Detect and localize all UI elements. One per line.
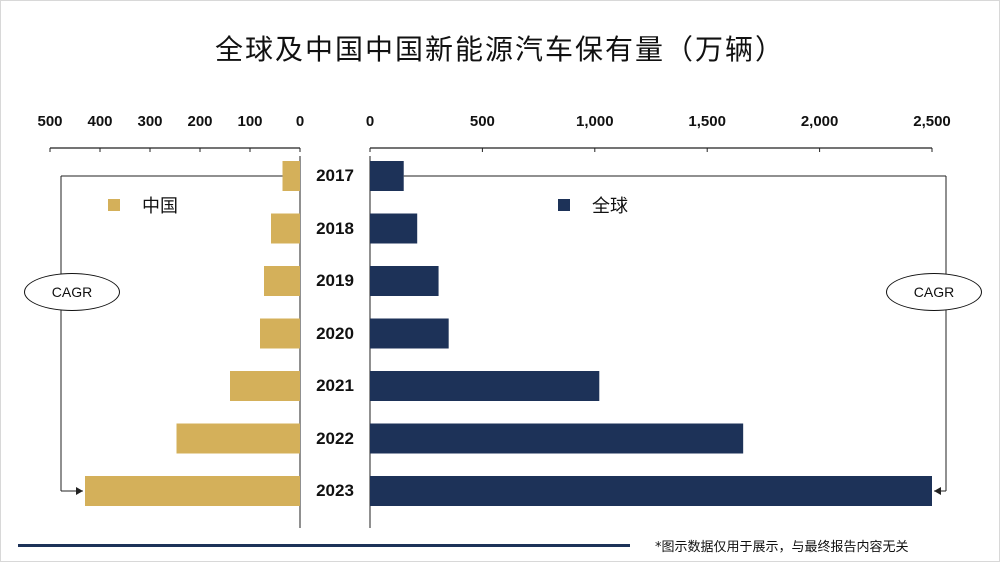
- bar-global-2017: [370, 161, 404, 191]
- right-axis-tick-label: 1,000: [576, 113, 614, 130]
- bar-global-2022: [370, 423, 744, 454]
- bar-china-2021: [230, 371, 300, 401]
- bar-global-2023: [370, 476, 932, 506]
- footnote: *图示数据仅用于展示，与最终报告内容无关: [655, 540, 909, 555]
- bar-global-2019: [370, 266, 439, 296]
- legend-global: 全球: [558, 192, 628, 218]
- legend-swatch-global: [558, 199, 570, 211]
- bar-china-2023: [85, 476, 300, 506]
- year-label: 2022: [316, 428, 354, 448]
- left-axis-tick-label: 400: [87, 113, 113, 130]
- left-axis-tick-label: 500: [37, 113, 63, 130]
- left-axis-tick-label: 200: [187, 113, 213, 130]
- legend-swatch-china: [108, 199, 120, 211]
- right-axis-tick-label: 500: [469, 113, 495, 130]
- footer-divider: [18, 544, 630, 547]
- legend-label-global: 全球: [592, 196, 628, 217]
- bar-global-2020: [370, 318, 449, 349]
- year-label: 2018: [316, 218, 354, 238]
- year-label: 2021: [316, 376, 354, 395]
- year-label: 2017: [316, 166, 354, 185]
- bar-global-2018: [370, 213, 418, 244]
- chart-title: 全球及中国中国新能源汽车保有量（万辆）: [214, 33, 785, 66]
- cagr-ellipse-left: CAGR: [24, 273, 120, 311]
- right-axis-tick-label: 2,000: [800, 113, 839, 130]
- year-label: 2023: [316, 481, 354, 500]
- left-axis-tick-label: 300: [137, 113, 163, 130]
- cagr-ellipse-right: CAGR: [886, 273, 982, 311]
- right-axis-tick-label: 1,500: [688, 113, 726, 130]
- legend-label-china: 中国: [142, 196, 178, 217]
- bar-china-2017: [282, 161, 300, 191]
- year-label: 2019: [316, 271, 354, 290]
- right-axis-tick-label: 2,500: [913, 113, 951, 130]
- bar-china-2022: [176, 423, 300, 454]
- year-label: 2020: [316, 323, 354, 343]
- bar-china-2020: [260, 318, 300, 349]
- right-axis-tick-label: 0: [365, 113, 375, 130]
- legend-china: 中国: [108, 192, 178, 218]
- bar-global-2021: [370, 371, 600, 401]
- left-axis-tick-label: 0: [295, 113, 305, 130]
- bar-china-2019: [264, 266, 300, 296]
- bar-china-2018: [271, 213, 300, 244]
- left-axis-tick-label: 100: [237, 113, 263, 130]
- cagr-arrow-left: [76, 487, 83, 495]
- cagr-arrow-right: [934, 487, 941, 495]
